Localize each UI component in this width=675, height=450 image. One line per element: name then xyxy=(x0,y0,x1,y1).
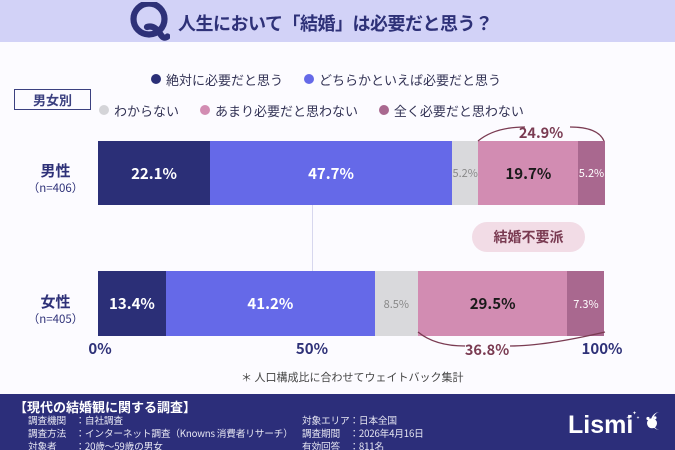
svg-text:24.9%: 24.9% xyxy=(519,122,563,143)
svg-text:Lismi: Lismi xyxy=(568,411,633,439)
svg-text:36.8%: 36.8% xyxy=(465,339,509,360)
